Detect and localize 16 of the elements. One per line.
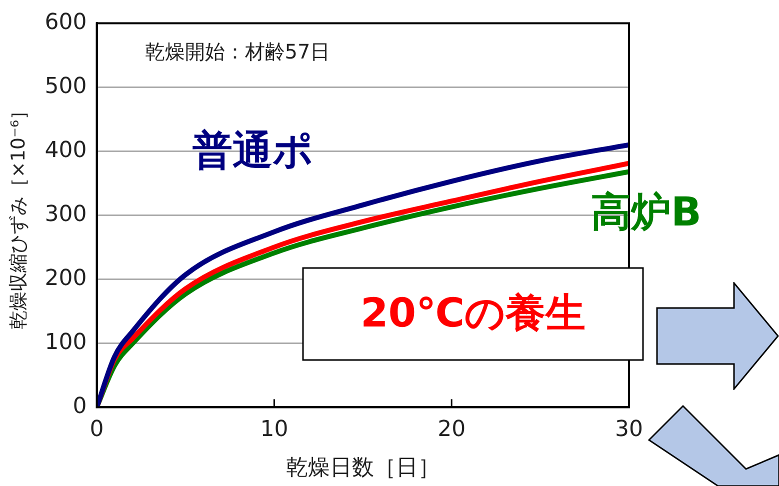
x-tick-label: 10	[260, 417, 288, 442]
y-axis-title: 乾燥収縮ひずみ［×10⁻⁶］	[7, 100, 30, 330]
y-tick-label: 600	[44, 10, 87, 35]
x-tick-label: 0	[90, 417, 104, 442]
x-axis-title: 乾燥日数［日］	[286, 456, 440, 481]
series-label: 普通ポ	[192, 128, 314, 174]
x-tick-label: 30	[615, 417, 643, 442]
y-tick-label: 500	[44, 74, 87, 99]
y-tick-label: 400	[44, 138, 87, 163]
y-tick-label: 200	[44, 266, 87, 291]
y-tick-label: 300	[44, 202, 87, 227]
y-tick-label: 100	[44, 330, 87, 355]
y-tick-label: 0	[72, 394, 87, 419]
annotation: 20℃の養生	[360, 290, 586, 336]
annotation: 乾燥開始：材齢57日	[144, 39, 330, 64]
x-tick-label: 20	[438, 417, 466, 442]
